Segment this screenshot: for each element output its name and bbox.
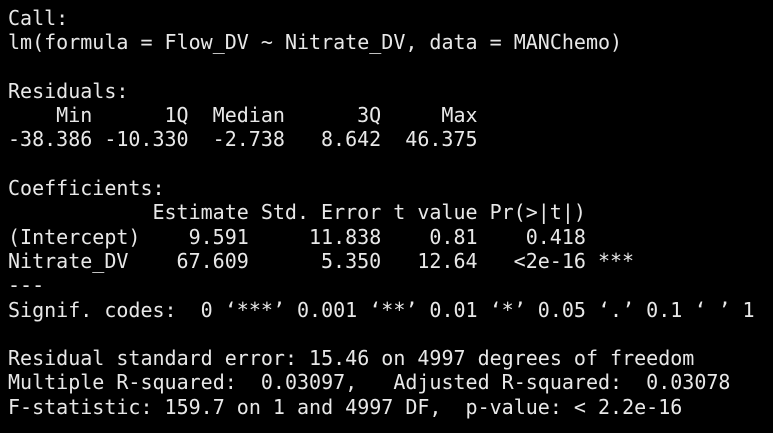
residuals-values: -38.386 -10.330 -2.738 8.642 46.375	[8, 127, 773, 151]
r-console: Call: lm(formula = Flow_DV ~ Nitrate_DV,…	[8, 6, 773, 419]
line: ---	[8, 273, 773, 297]
coef-name: (Intercept)	[8, 224, 141, 249]
residual-value: -38.386	[8, 127, 93, 152]
residual-value: -2.738	[212, 127, 285, 152]
coef-row: Nitrate_DV 67.609 5.350 12.64 <2e-16 ***	[8, 249, 773, 273]
formula: lm(formula = Flow_DV ~ Nitrate_DV, data …	[8, 30, 623, 55]
separator: ---	[8, 273, 45, 298]
call-label: Call:	[8, 6, 69, 30]
coef-cell: <2e-16	[513, 248, 586, 273]
coef-cell: 67.609	[176, 248, 249, 273]
line: Residuals:	[8, 79, 773, 103]
multiple-r2: Multiple R-squared: 0.03097,	[8, 370, 358, 395]
signif-stars: ***	[597, 248, 635, 273]
residuals-header: Min 1Q Median 3Q Max	[8, 103, 773, 127]
line: Residual standard error: 15.46 on 4997 d…	[8, 346, 773, 370]
residual-value: 46.375	[405, 127, 478, 152]
coef-cell: 5.350	[321, 248, 382, 273]
line: Coefficients:	[8, 176, 773, 200]
residual-header: 1Q	[164, 103, 189, 128]
coef-cell: 0.81	[429, 224, 478, 249]
f-statistic: F-statistic: 159.7 on 1 and 4997 DF, p-v…	[8, 394, 683, 419]
coef-header: Estimate	[152, 200, 249, 225]
residual-header: Max	[441, 103, 478, 128]
coef-header: t value	[393, 200, 478, 225]
residual-header: 3Q	[357, 103, 382, 128]
residual-se: Residual standard error: 15.46 on 4997 d…	[8, 346, 695, 371]
coef-header: Pr(>|t|)	[489, 200, 586, 225]
coef-cell: 9.591	[188, 224, 249, 249]
line: Call:	[8, 6, 773, 30]
coef-cell: 11.838	[308, 224, 382, 249]
coef-name: Nitrate_DV	[8, 248, 129, 273]
residual-value: -10.330	[104, 127, 189, 152]
coef-row: (Intercept) 9.591 11.838 0.81 0.418	[8, 225, 773, 249]
coefficients-label: Coefficients:	[8, 176, 165, 201]
coef-cell: 0.418	[525, 224, 586, 249]
coef-cell: 12.64	[417, 248, 478, 273]
residual-header: Median	[212, 103, 285, 128]
adjusted-r2: Adjusted R-squared: 0.03078	[393, 370, 731, 395]
line: Multiple R-squared: 0.03097, Adjusted R-s…	[8, 370, 773, 394]
residuals-label: Residuals:	[8, 78, 129, 103]
residual-value: 8.642	[321, 127, 382, 152]
line: Signif. codes: 0 ‘***’ 0.001 ‘**’ 0.01 ‘…	[8, 298, 773, 322]
signif-codes: Signif. codes: 0 ‘***’ 0.001 ‘**’ 0.01 ‘…	[8, 297, 755, 322]
line: F-statistic: 159.7 on 1 and 4997 DF, p-v…	[8, 395, 773, 419]
coefficients-header: Estimate Std. Error t value Pr(>|t|)	[8, 200, 773, 224]
coef-header: Std. Error	[260, 200, 382, 225]
line: lm(formula = Flow_DV ~ Nitrate_DV, data …	[8, 30, 773, 54]
residual-header: Min	[56, 103, 93, 128]
